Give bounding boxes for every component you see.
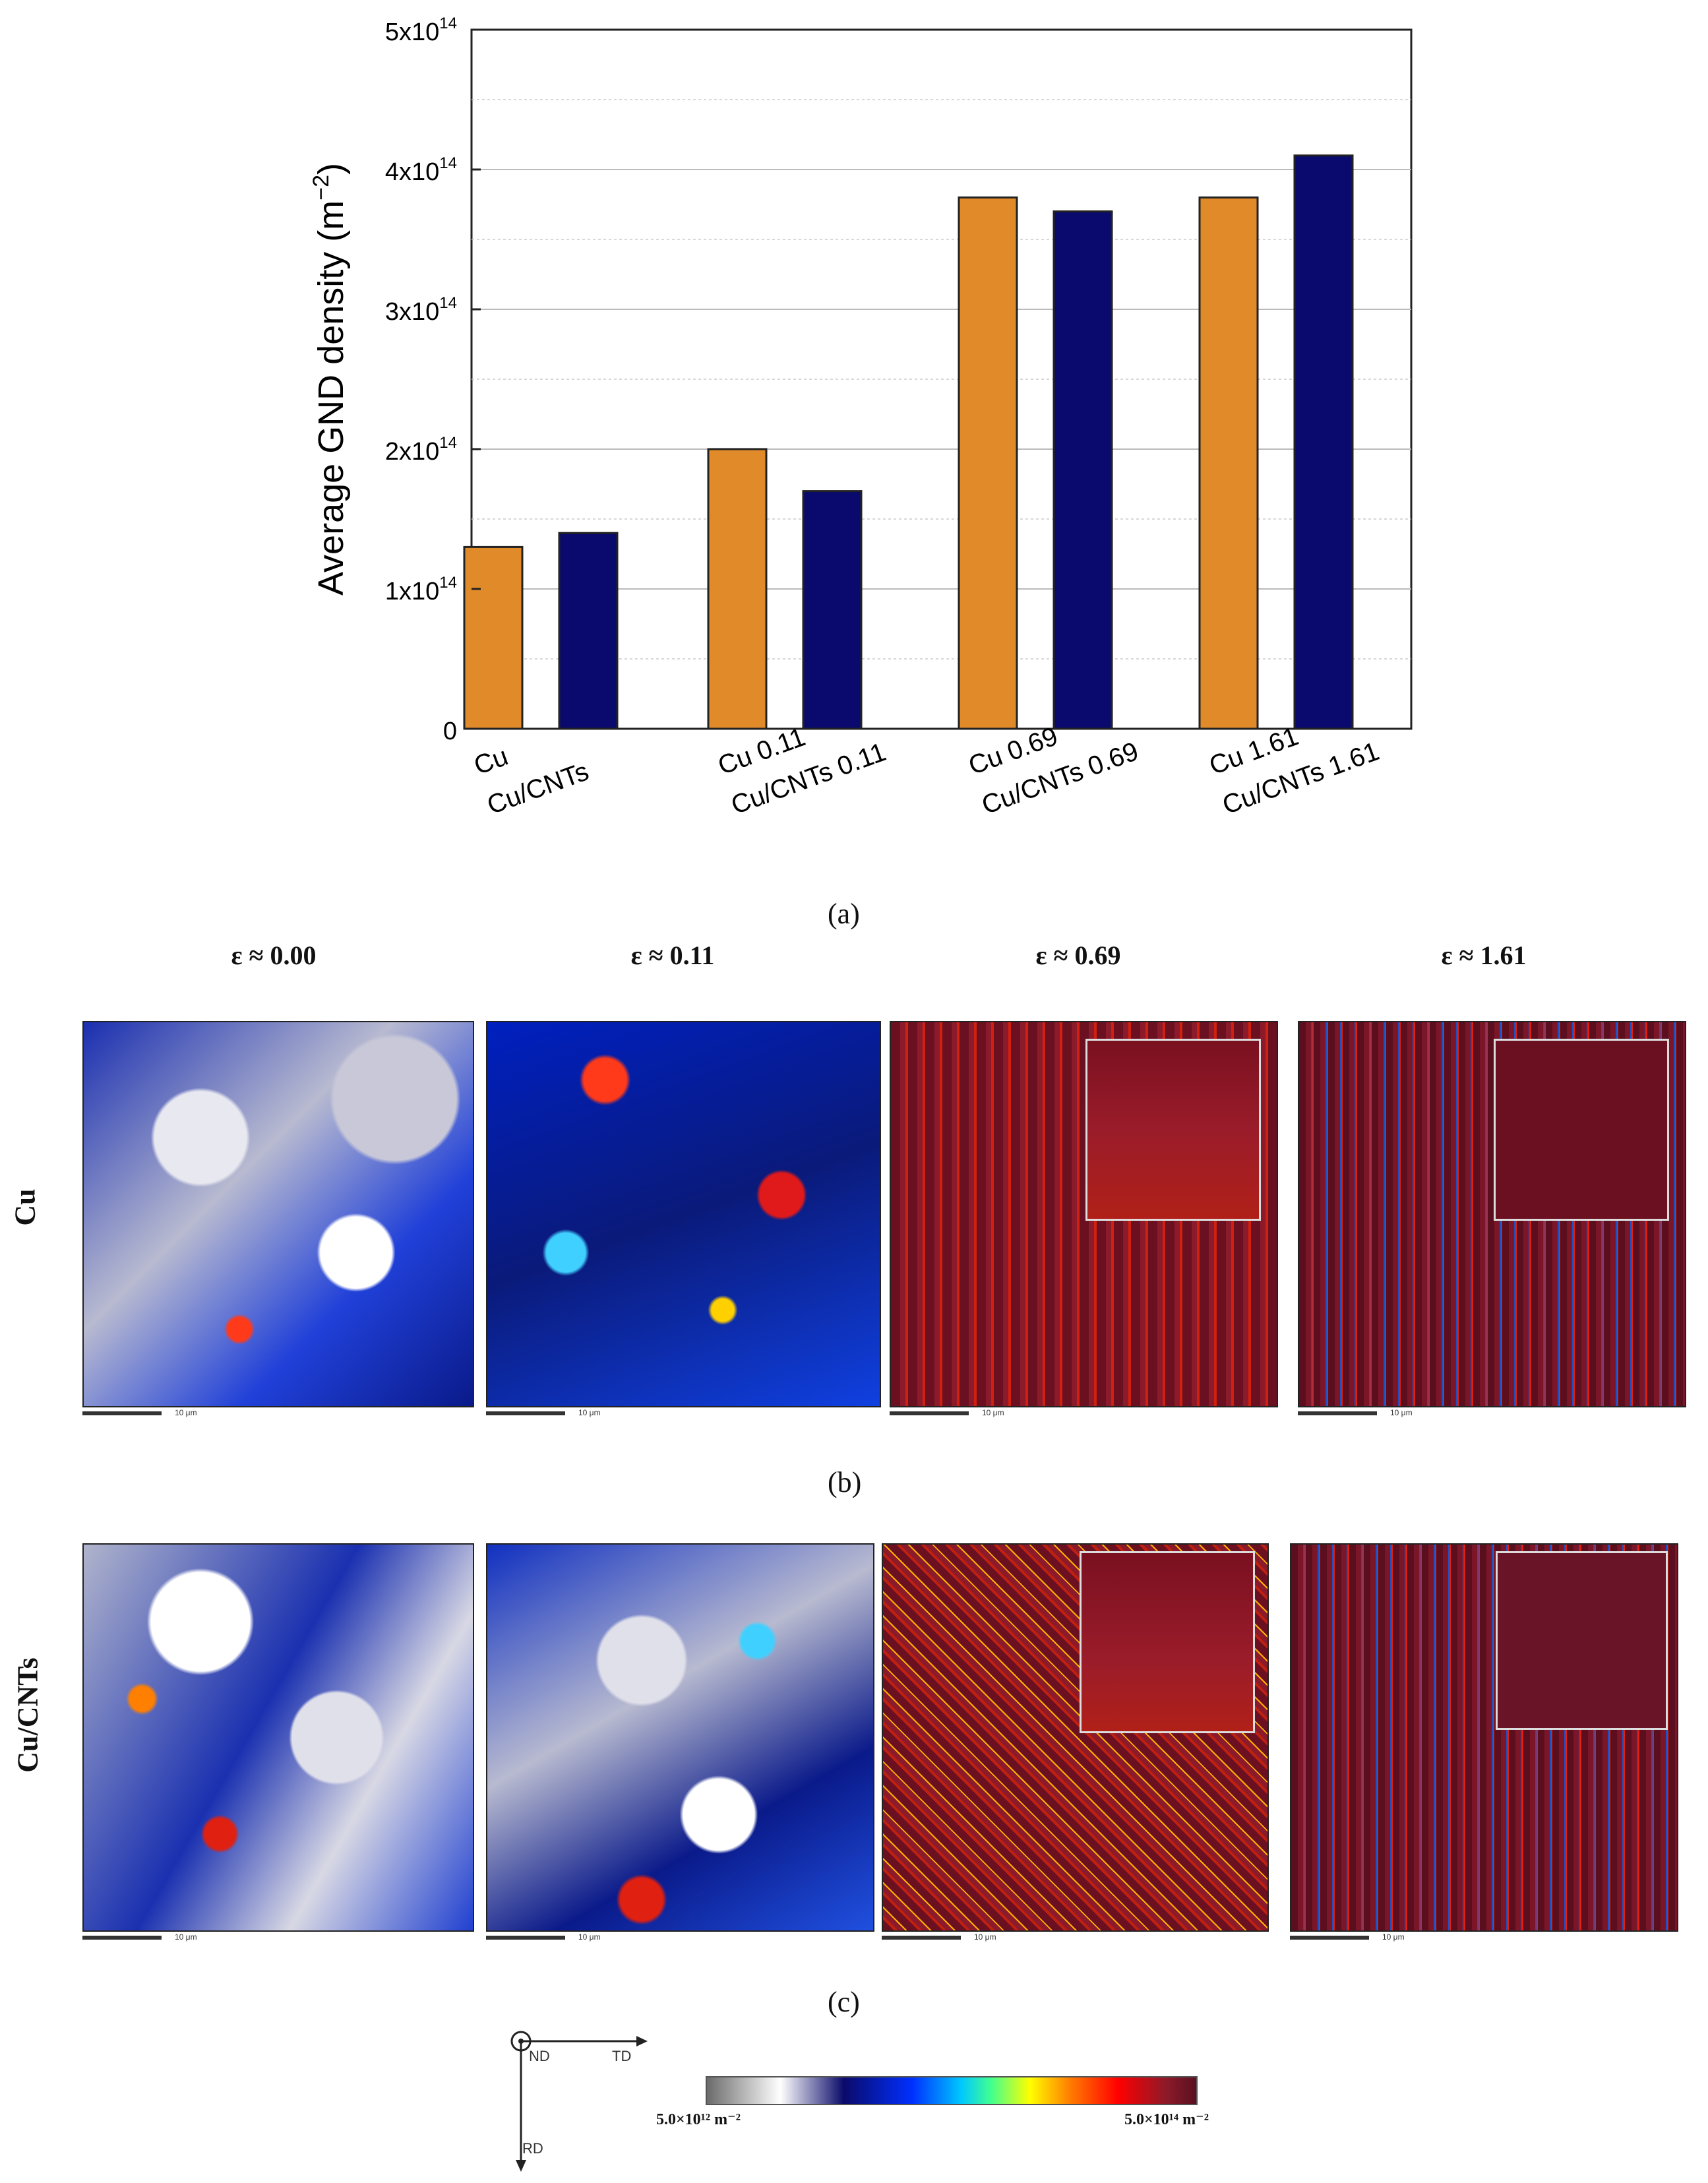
inset-cu-0.69 (1085, 1039, 1261, 1221)
y-tick-label: 3x1014 (385, 294, 457, 326)
scalebar-cu-3 (1298, 1411, 1377, 1415)
bar-cu-1 (707, 448, 768, 730)
panel-label-c: (c) (828, 1986, 860, 2018)
scaletext-cucnts-2: 10 μm (974, 1932, 996, 1942)
y-axis-label-close: ) (311, 163, 351, 175)
rd-label: RD (522, 2140, 543, 2157)
scaletext-cucnts-3: 10 μm (1382, 1932, 1405, 1942)
gnd-map-cu-0.11 (486, 1021, 881, 1407)
strain-label-0: ε ≈ 0.00 (231, 940, 317, 970)
bar-cu-0 (463, 545, 524, 730)
bars (463, 154, 1354, 730)
strain-label-1: ε ≈ 0.11 (630, 940, 715, 970)
y-axis-label-sup: −2 (309, 175, 334, 200)
gnd-map-cucnts-1.61 (1290, 1543, 1678, 1932)
scalebar-cu-1 (486, 1411, 565, 1415)
gnd-map-cucnts-0.69 (882, 1543, 1269, 1932)
gnd-density-bar-chart: 0 1x1014 2x1014 3x1014 4x1014 5x1014 CuCu/CNT… (309, 15, 1413, 820)
colorbar-min-label: 5.0×10¹² m⁻² (656, 2111, 741, 2128)
inset-cu-1.61 (1494, 1039, 1669, 1221)
gnd-map-cucnts-0.00 (82, 1543, 474, 1932)
scaletext-cu-2: 10 μm (982, 1408, 1004, 1417)
bar-cucnts-3 (1293, 154, 1354, 730)
gnd-colorbar (706, 2076, 1198, 2105)
y-ticks: 0 1x1014 2x1014 3x1014 4x1014 5x1014 (385, 15, 481, 745)
td-label: TD (612, 2048, 631, 2064)
bar-cucnts-1 (802, 490, 863, 730)
scalebar-cucnts-0 (82, 1936, 162, 1940)
scaletext-cucnts-0: 10 μm (175, 1932, 197, 1942)
scalebar-cucnts-2 (882, 1936, 961, 1940)
bar-cucnts-0 (558, 532, 619, 730)
x-label-0-0: Cu (470, 742, 512, 781)
gnd-map-cu-1.61 (1298, 1021, 1686, 1407)
panel-label-b: (b) (828, 1466, 862, 1498)
y-tick-label: 5x1014 (385, 15, 457, 46)
gnd-map-cu-0.69 (890, 1021, 1278, 1407)
panel-label-a: (a) (828, 898, 860, 930)
scalebar-cucnts-3 (1290, 1936, 1369, 1940)
scalebar-cucnts-1 (486, 1936, 565, 1940)
bar-cu-3 (1198, 196, 1259, 730)
gnd-map-cu-0.00 (82, 1021, 474, 1407)
strain-label-2: ε ≈ 0.69 (1035, 940, 1121, 970)
y-tick-label: 1x1014 (385, 574, 457, 605)
y-axis-label: Average GND density (m−2) (309, 163, 351, 596)
sample-axes-glyph: ND TD RD (510, 2031, 648, 2172)
gnd-map-cucnts-0.11 (486, 1543, 874, 1932)
scaletext-cu-3: 10 μm (1390, 1408, 1413, 1417)
strain-label-3: ε ≈ 1.61 (1441, 940, 1527, 970)
scaletext-cu-0: 10 μm (175, 1408, 197, 1417)
y-tick-label: 4x1014 (385, 154, 457, 186)
bar-cucnts-2 (1052, 210, 1113, 730)
row-label-cu: Cu (9, 1188, 42, 1226)
y-tick-label: 0 (443, 718, 457, 745)
scaletext-cucnts-1: 10 μm (578, 1932, 601, 1942)
rd-arrowhead (516, 2160, 526, 2172)
td-arrowhead (636, 2036, 648, 2046)
inset-cucnts-1.61 (1496, 1551, 1668, 1730)
scaletext-cu-1: 10 μm (578, 1408, 601, 1417)
row-label-cucnts: Cu/CNTs (11, 1657, 44, 1773)
y-tick-label: 2x1014 (385, 434, 457, 466)
colorbar-max-label: 5.0×10¹⁴ m⁻² (1124, 2111, 1209, 2128)
inset-cucnts-0.69 (1080, 1551, 1255, 1733)
nd-label: ND (529, 2048, 550, 2064)
scalebar-cu-2 (890, 1411, 969, 1415)
bar-cu-2 (958, 196, 1018, 730)
scalebar-cu-0 (82, 1411, 162, 1415)
